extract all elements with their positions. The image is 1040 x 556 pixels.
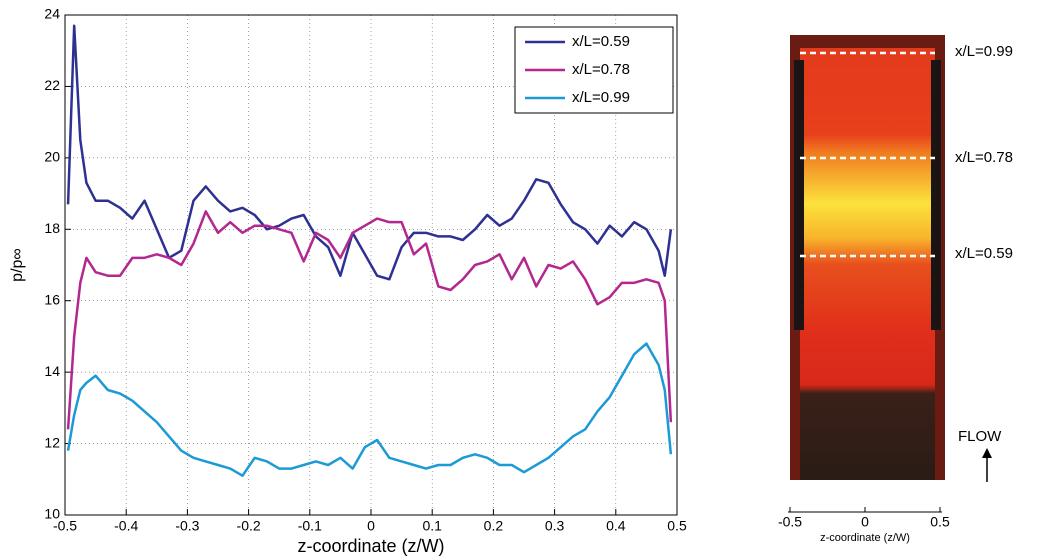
section-label: x/L=0.59	[955, 245, 1013, 262]
plot-frame	[64, 14, 678, 516]
section-lines	[800, 51, 935, 258]
x-tick-label: -0.4	[114, 518, 138, 534]
x-tick-label: 0.1	[422, 518, 442, 534]
data-line	[66, 210, 673, 430]
x-tick-label: -0.2	[237, 518, 261, 534]
legend-label: x/L=0.78	[572, 61, 630, 78]
y-tick-label: 24	[44, 6, 60, 22]
x-tick-label: 0.3	[545, 518, 565, 534]
x-tick-label: -0.3	[175, 518, 199, 534]
section-label: x/L=0.99	[955, 43, 1013, 60]
y-tick-label: 10	[44, 506, 60, 522]
flow-arrow	[982, 448, 992, 482]
y-tick-label: 12	[44, 434, 60, 450]
x-tick-label: 0	[367, 518, 375, 534]
inset-x-tick-label: 0	[861, 514, 869, 530]
legend-label: x/L=0.59	[572, 33, 630, 50]
x-tick-label: 0.2	[484, 518, 504, 534]
data-line	[66, 24, 673, 281]
y-tick-label: 14	[44, 363, 60, 379]
x-tick-label: 0.4	[606, 518, 626, 534]
inset-x-tick-label: 0.5	[930, 514, 950, 530]
section-label: x/L=0.78	[955, 149, 1013, 166]
x-tick-label: 0.5	[667, 518, 687, 534]
inset-image	[790, 35, 945, 480]
legend-label: x/L=0.99	[572, 89, 630, 106]
x-tick-label: -0.5	[53, 518, 77, 534]
y-tick-label: 22	[44, 77, 60, 93]
data-line	[66, 342, 673, 477]
y-tick-label: 18	[44, 220, 60, 236]
x-axis-label: z-coordinate (z/W)	[297, 536, 444, 556]
inset-x-axis-label: z-coordinate (z/W)	[820, 532, 910, 544]
inset-x-tick-label: -0.5	[778, 514, 802, 530]
y-tick-label: 16	[44, 291, 60, 307]
y-tick-label: 20	[44, 149, 60, 165]
flow-label: FLOW	[958, 428, 1002, 445]
y-axis-label: p/p∞	[9, 248, 26, 282]
x-tick-label: -0.1	[298, 518, 322, 534]
